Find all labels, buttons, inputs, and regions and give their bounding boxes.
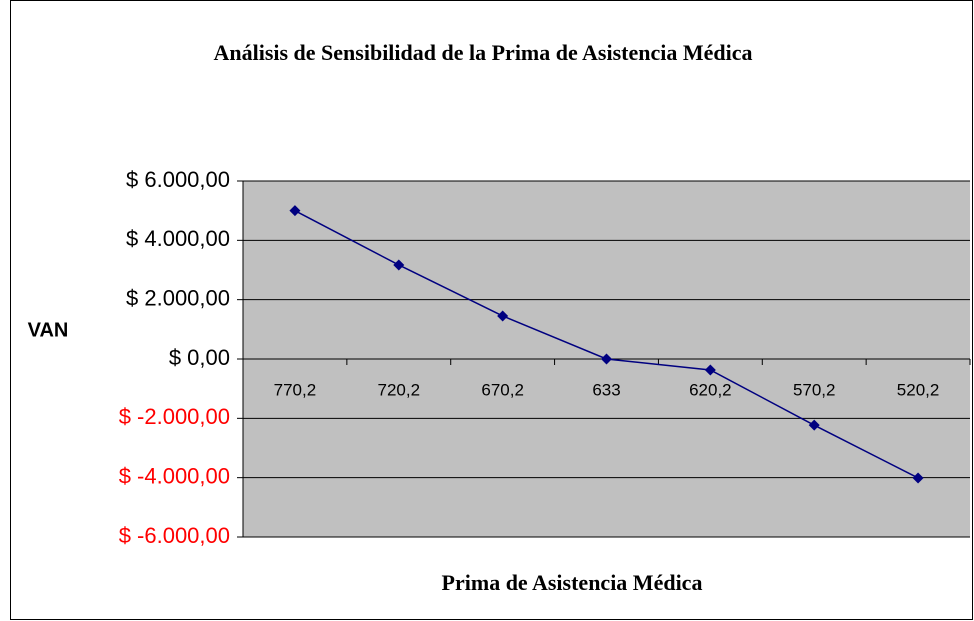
x-tick-label: 520,2 <box>897 380 940 399</box>
marker <box>808 419 820 431</box>
y-tick-label: $ 2.000,00 <box>126 285 230 310</box>
x-tick-label: 620,2 <box>689 380 732 399</box>
marker <box>912 472 924 484</box>
marker <box>704 364 716 376</box>
y-tick-label: $ 4.000,00 <box>126 226 230 251</box>
x-tick-label: 670,2 <box>481 380 524 399</box>
marker <box>289 205 301 217</box>
y-tick-label: $ -4.000,00 <box>119 463 230 488</box>
x-tick-label: 720,2 <box>378 380 421 399</box>
marker <box>601 353 612 365</box>
x-tick-label: 770,2 <box>274 380 317 399</box>
y-tick-label: $ 0,00 <box>169 345 230 370</box>
marker <box>393 259 405 271</box>
y-tick-label: $ 6.000,00 <box>126 167 230 192</box>
y-tick-label: $ -2.000,00 <box>119 404 230 429</box>
x-axis-title: Prima de Asistencia Médica <box>442 570 703 595</box>
x-tick-label: 633 <box>592 380 620 399</box>
marker <box>497 310 509 322</box>
x-tick-label: 570,2 <box>793 380 836 399</box>
y-axis-title: VAN <box>28 319 69 341</box>
y-tick-label: $ -6.000,00 <box>119 523 230 548</box>
chart-title: Análisis de Sensibilidad de la Prima de … <box>213 40 752 65</box>
